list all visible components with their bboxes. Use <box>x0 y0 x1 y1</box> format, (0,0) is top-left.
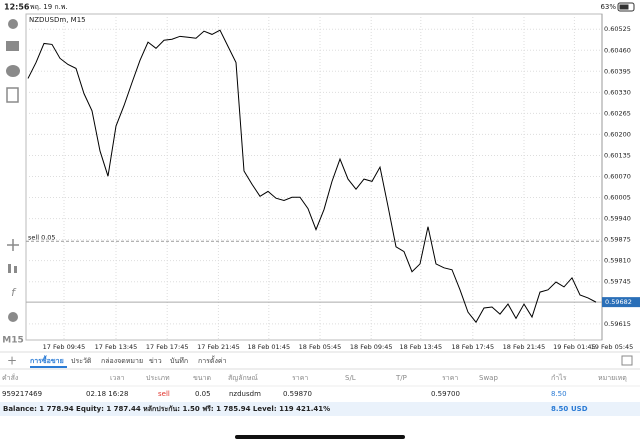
x-tick-label: 18 Feb 05:45 <box>299 343 342 351</box>
column-header: Swap <box>479 374 498 382</box>
cell-current: 0.59700 <box>431 390 460 398</box>
candles-icon[interactable] <box>8 264 11 273</box>
total-profit: 8.50 <box>551 405 568 413</box>
price-line <box>27 29 597 324</box>
cell-symbol: nzdusdm <box>229 390 261 398</box>
layout-button[interactable] <box>621 355 633 366</box>
tab[interactable]: บันทึก <box>170 356 188 365</box>
y-tick-label: 0.59940 <box>604 215 631 223</box>
x-tick-label: 18 Feb 21:45 <box>503 343 546 351</box>
tab[interactable]: ประวัติ <box>71 357 92 365</box>
x-tick-label: 17 Feb 21:45 <box>197 343 240 351</box>
y-tick-label: 0.60135 <box>604 151 631 159</box>
y-tick-label: 0.60200 <box>604 130 631 138</box>
column-header: ราคา <box>442 374 458 382</box>
y-tick-label: 0.60525 <box>604 25 631 33</box>
crosshair-icon[interactable] <box>7 239 19 251</box>
home-indicator <box>235 435 405 439</box>
column-header: T/P <box>395 374 407 382</box>
tabs: การซื้อขาย ประวัติ กล่องจดหมาย ข่าว บันทึก กา… <box>30 354 227 368</box>
y-tick-label: 0.60265 <box>604 109 631 117</box>
chat-icon[interactable] <box>6 65 20 77</box>
chart-title: NZDUSDm, M15 <box>29 16 86 24</box>
status-date: พฤ. 19 ก.พ. <box>30 3 68 11</box>
column-header: สัญลักษณ์ <box>228 374 258 382</box>
x-tick-label: 18 Feb 09:45 <box>350 343 393 351</box>
order-label: sell 0.05 <box>28 233 56 241</box>
y-tick-label: 0.59810 <box>604 257 631 265</box>
x-tick-label: 17 Feb 13:45 <box>95 343 138 351</box>
battery-level <box>619 4 629 10</box>
timeframe[interactable]: M15 <box>2 336 23 346</box>
candles-icon[interactable] <box>14 266 17 273</box>
x-tick-label: 18 Feb 13:45 <box>399 343 442 351</box>
y-tick-label: 0.59875 <box>604 236 631 244</box>
cell-price: 0.59870 <box>283 390 312 398</box>
tab[interactable]: ข่าว <box>149 357 162 365</box>
objects-icon[interactable] <box>8 312 18 322</box>
balance-text: Balance: 1 778.94 Equity: 1 787.44 หลักป… <box>3 405 330 413</box>
indicator-icon[interactable]: f <box>11 286 17 299</box>
column-header: เวลา <box>110 374 125 382</box>
trade-table: คำสั่ง เวลา ประเภท ขนาด สัญลักษณ์ ราคา S/L T/P ร… <box>0 373 640 398</box>
add-button[interactable]: + <box>7 354 17 368</box>
status-time: 12:56 <box>4 3 30 12</box>
x-tick-label: 18 Feb 17:45 <box>451 343 494 351</box>
new-icon[interactable] <box>6 87 19 103</box>
cell-order: 959217469 <box>2 390 42 398</box>
cell-profit: 8.50 <box>551 390 567 398</box>
cell-size: 0.05 <box>195 390 211 398</box>
chart-layer: 0.60525 0.60460 0.60395 0.60330 0.60265 0.602… <box>26 14 640 351</box>
cell-type: sell <box>158 390 170 398</box>
column-header: ราคา <box>292 374 308 382</box>
battery-percent: 63% <box>600 3 616 11</box>
y-tick-label: 0.60460 <box>604 46 631 54</box>
y-tick-label: 0.60005 <box>604 194 631 202</box>
current-price-label: 0.59682 <box>605 298 632 306</box>
y-tick-label: 0.60395 <box>604 67 631 75</box>
column-header: ประเภท <box>146 374 170 382</box>
current-price-box <box>602 297 640 308</box>
x-tick-label: 18 Feb 01:45 <box>247 343 290 351</box>
balance-row <box>0 402 640 416</box>
left-toolbar: f M15 <box>2 19 24 346</box>
battery-icon <box>617 2 635 12</box>
column-header: ขนาด <box>193 374 211 382</box>
y-tick-label: 0.59745 <box>604 278 631 286</box>
trade-icon[interactable] <box>6 41 19 51</box>
account-icon[interactable] <box>8 19 18 29</box>
tab[interactable]: การตั้งค่า <box>198 354 227 365</box>
cell-time: 02.18 16:28 <box>86 390 128 398</box>
x-tick-label: 17 Feb 17:45 <box>146 343 189 351</box>
y-tick-label: 0.59615 <box>604 320 631 328</box>
column-header: หมายเหตุ <box>598 374 627 382</box>
tab[interactable]: กล่องจดหมาย <box>101 357 143 365</box>
x-tick-label: 19 Feb 05:45 <box>591 343 634 351</box>
column-header: คำสั่ง <box>2 373 18 382</box>
tab[interactable]: การซื้อขาย <box>30 354 64 365</box>
y-tick-label: 0.60330 <box>604 88 631 96</box>
column-header: S/L <box>345 374 356 382</box>
column-header: กำไร <box>551 373 567 382</box>
x-tick-label: 19 Feb 01:45 <box>553 343 596 351</box>
x-tick-label: 17 Feb 09:45 <box>43 343 86 351</box>
currency: USD <box>571 405 588 413</box>
y-tick-label: 0.60070 <box>604 173 631 181</box>
